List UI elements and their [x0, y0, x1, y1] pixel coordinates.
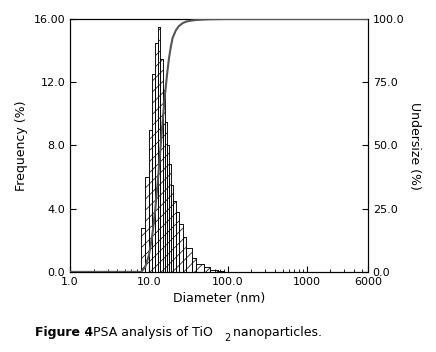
Y-axis label: Frequency (%): Frequency (%) — [15, 100, 28, 191]
Text: 2: 2 — [225, 333, 231, 344]
Text: Figure 4: Figure 4 — [35, 326, 93, 339]
Y-axis label: Undersize (%): Undersize (%) — [408, 101, 421, 189]
X-axis label: Diameter (nm): Diameter (nm) — [173, 292, 265, 305]
Text: nanoparticles.: nanoparticles. — [229, 326, 322, 339]
Text: . PSA analysis of TiO: . PSA analysis of TiO — [85, 326, 213, 339]
